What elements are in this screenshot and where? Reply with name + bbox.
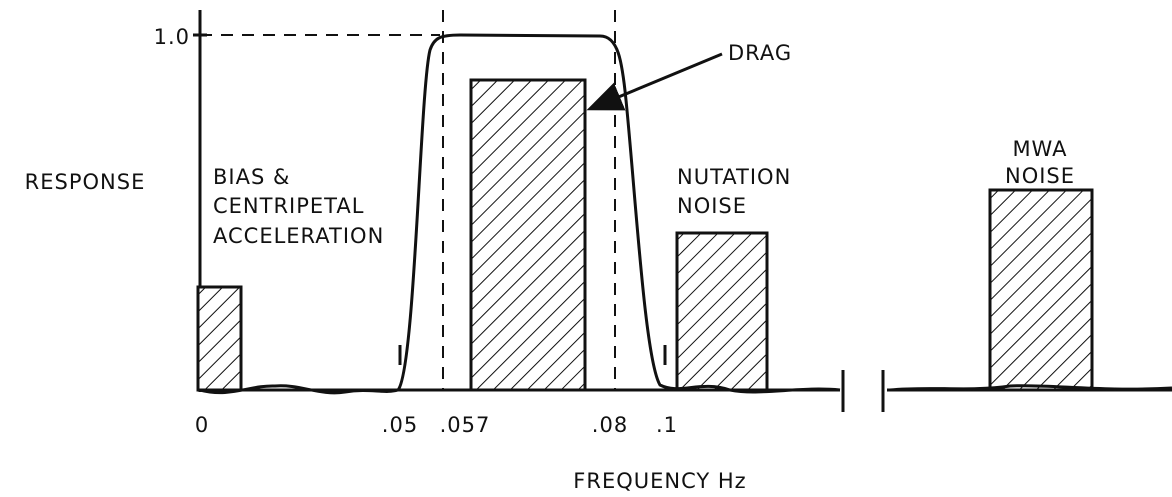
response-tail: [889, 384, 1172, 392]
drag-arrow: [586, 52, 723, 111]
bias-bar: [196, 285, 243, 392]
y-tick-label: 1.0: [154, 25, 190, 49]
annotation: BIAS &: [213, 165, 290, 189]
x-tick-label: .08: [592, 413, 628, 437]
x-axis-label: FREQUENCY Hz: [573, 469, 746, 493]
response-curve: [199, 33, 841, 395]
mwa-bar: [988, 188, 1094, 392]
drag-bar: [469, 78, 587, 392]
annotation: MWA: [1012, 137, 1067, 161]
y-axis-label: RESPONSE: [25, 170, 146, 194]
x-tick-label: .1: [656, 413, 678, 437]
nutation-bar: [675, 231, 769, 392]
annotation: NOISE: [1005, 164, 1075, 188]
x-tick-label: 0: [195, 413, 209, 437]
annotation: NUTATION: [677, 165, 791, 189]
annotation: CENTRIPETAL: [213, 194, 364, 218]
annotation: NOISE: [677, 194, 747, 218]
annotation: DRAG: [728, 41, 792, 65]
x-tick-label: .057: [440, 413, 491, 437]
x-tick-label: .05: [382, 413, 418, 437]
annotation: ACCELERATION: [213, 224, 384, 248]
